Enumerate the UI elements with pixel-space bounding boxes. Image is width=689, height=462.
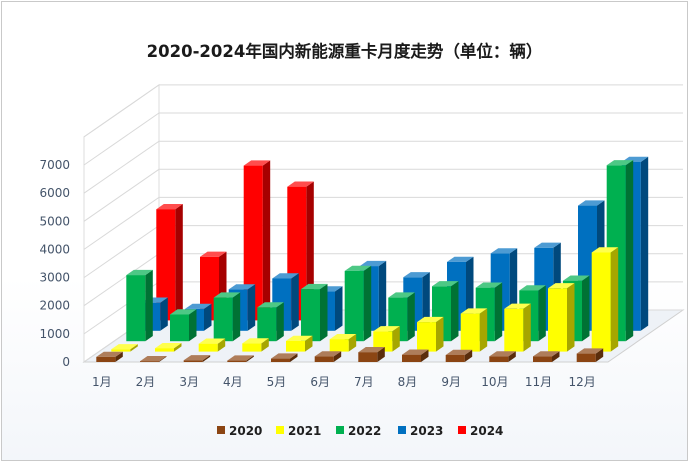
legend: 2020 2021 2022 2023 2024: [217, 424, 503, 438]
bar-2020-2月: [140, 356, 167, 362]
x-tick-label: 7月: [354, 375, 374, 389]
bar-2020-3月: [183, 355, 211, 362]
bars: [96, 156, 649, 362]
gridline: [83, 140, 683, 194]
bar-2020-4月: [227, 355, 254, 362]
gridline: [83, 84, 683, 138]
y-tick-label: 6000: [39, 186, 70, 200]
chart-title: 2020-2024年国内新能源重卡月度走势（单位：辆）: [146, 42, 543, 61]
x-tick-label: 5月: [267, 375, 287, 389]
y-tick-label: 4000: [39, 242, 70, 256]
bar-2021-6月: [329, 334, 357, 352]
legend-swatch: [458, 426, 466, 434]
y-tick-label: 1000: [39, 327, 70, 341]
bar-2021-7月: [373, 326, 400, 352]
legend-swatch: [217, 426, 225, 434]
bar-2020-9月: [445, 349, 473, 362]
y-tick-label: 3000: [39, 271, 70, 285]
bar-2022-1月: [126, 269, 153, 342]
legend-label: 2020: [229, 424, 262, 438]
bar-2022-6月: [344, 265, 372, 342]
bar-2020-12月: [576, 348, 604, 362]
bar-2021-5月: [286, 335, 313, 352]
bar-2020-6月: [314, 351, 342, 362]
legend-item-2024: 2024: [458, 424, 503, 438]
legend-item-2021: 2021: [276, 424, 321, 438]
bar-2020-8月: [402, 349, 429, 362]
bar-2022-4月: [257, 302, 284, 342]
legend-item-2020: 2020: [217, 424, 262, 438]
bar-2020-1月: [96, 351, 123, 362]
gridline: [83, 196, 683, 250]
legend-item-2022: 2022: [336, 424, 381, 438]
x-tick-label: 4月: [223, 375, 243, 389]
legend-swatch: [336, 426, 344, 434]
bar-2022-5月: [301, 283, 328, 342]
y-axis-ticks: 0 1000 2000 3000 4000 5000 6000 7000: [39, 158, 70, 369]
bar-2021-4月: [242, 338, 269, 352]
bar-2020-7月: [358, 347, 385, 362]
y-tick-label: 0: [62, 355, 70, 369]
bar-2020-5月: [271, 353, 298, 362]
x-tick-label: 1月: [92, 375, 112, 389]
legend-swatch: [398, 426, 406, 434]
legend-label: 2024: [470, 424, 503, 438]
legend-item-2023: 2023: [398, 424, 443, 438]
bar-2021-9月: [460, 308, 488, 352]
x-tick-label: 6月: [310, 375, 330, 389]
bar-2021-12月: [591, 247, 619, 352]
x-tick-label: 9月: [441, 375, 461, 389]
bar-2020-11月: [533, 351, 560, 362]
bar-2024-1月: [156, 204, 183, 321]
y-tick-label: 2000: [39, 299, 70, 313]
y-tick-label: 5000: [39, 214, 70, 228]
bar-2021-8月: [417, 316, 444, 352]
bar-2021-2月: [155, 343, 182, 352]
bar-2024-3月: [243, 160, 271, 321]
gridline: [83, 168, 683, 222]
legend-label: 2023: [410, 424, 443, 438]
bar-2022-3月: [213, 292, 241, 342]
legend-label: 2022: [348, 424, 381, 438]
x-tick-label: 11月: [525, 375, 552, 389]
legend-label: 2021: [288, 424, 321, 438]
x-tick-label: 12月: [569, 375, 596, 389]
y-tick-label: 7000: [39, 158, 70, 172]
x-tick-label: 2月: [136, 375, 156, 389]
gridline: [83, 112, 683, 166]
x-tick-label: 10月: [481, 375, 508, 389]
x-axis-labels: 1月 2月 3月 4月 5月 6月 7月 8月 9月 10月 11月 12月: [92, 375, 596, 389]
bar-2021-11月: [548, 283, 575, 352]
bar-2022-2月: [170, 309, 197, 342]
legend-swatch: [276, 426, 284, 434]
bar-2021-1月: [111, 344, 138, 352]
x-tick-label: 3月: [179, 375, 199, 389]
bar-2021-3月: [198, 338, 226, 352]
x-tick-label: 8月: [398, 375, 418, 389]
bar-2020-10月: [489, 351, 516, 362]
bar-2021-10月: [504, 303, 531, 352]
